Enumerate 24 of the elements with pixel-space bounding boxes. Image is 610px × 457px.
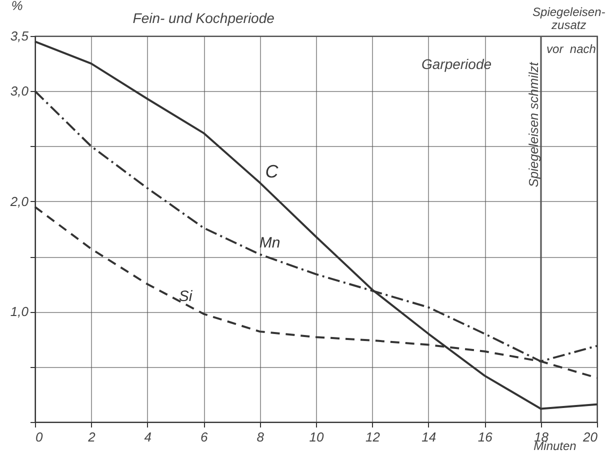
x-tick-label: 0: [36, 430, 44, 444]
x-tick-label: 10: [309, 430, 324, 444]
x-tick-label: 6: [200, 430, 208, 444]
y-tick-label: 3,5: [10, 28, 30, 44]
y-axis-title: %: [11, 0, 23, 13]
x-tick-label: 16: [478, 430, 494, 444]
text: Fein- und Kochperiode: [132, 10, 275, 26]
series-label: Si: [178, 288, 193, 305]
y-tick-label: 2,0: [9, 194, 30, 209]
x-tick-label: 8: [256, 430, 265, 444]
annotation: nach: [570, 42, 596, 56]
x-tick-label: 2: [87, 430, 96, 444]
y-tick-label: 1,0: [10, 304, 30, 320]
series-label: C: [265, 162, 280, 182]
x-tick-label: 14: [422, 430, 436, 444]
annotation: vor: [546, 42, 564, 56]
x-tick-label: 4: [144, 430, 152, 444]
ref-line-label: Spiegeleisen schmilzt: [526, 60, 541, 188]
y-tick-label: 3,0: [10, 84, 30, 99]
x-tick-label: 20: [582, 430, 598, 444]
series-label: Mn: [259, 234, 280, 252]
text: Spiegeleisen- zusatz: [532, 5, 606, 32]
x-tick-label: 12: [365, 430, 381, 444]
annotation: Garperiode: [421, 56, 492, 72]
